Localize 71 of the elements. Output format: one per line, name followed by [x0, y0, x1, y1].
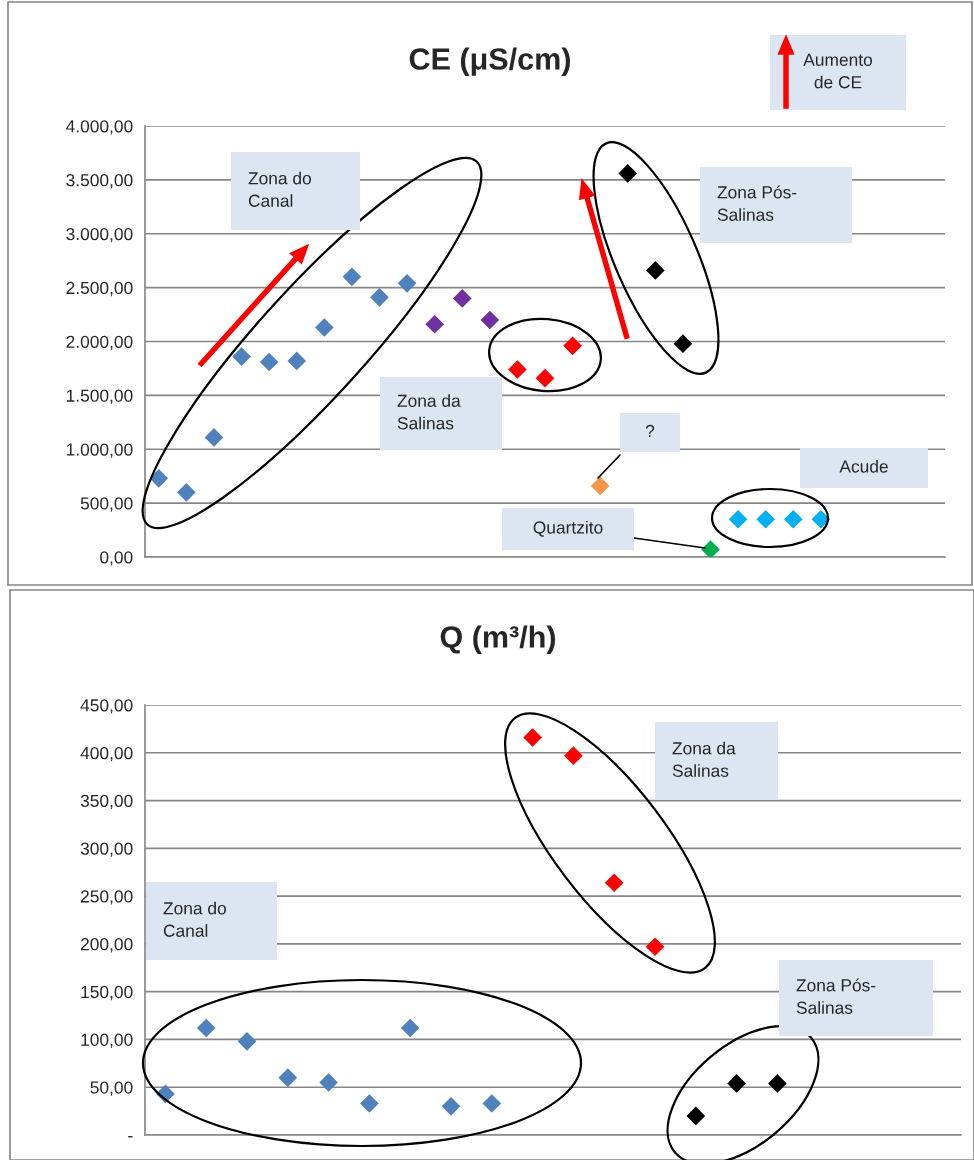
- point: [287, 351, 307, 371]
- point: [645, 937, 665, 957]
- point: [400, 1018, 420, 1038]
- y-tick-label: 3.000,00: [66, 227, 133, 243]
- y-tick-label: 400,00: [80, 746, 133, 762]
- y-tick-label: 200,00: [80, 938, 133, 953]
- point: [196, 1018, 216, 1038]
- point: [397, 274, 417, 293]
- y-tick-label: 2.500,00: [66, 281, 133, 297]
- point: [425, 314, 444, 334]
- point: [149, 469, 169, 488]
- annotation: Zona Pós-Salinas: [717, 185, 797, 221]
- point: [563, 336, 582, 356]
- point: [232, 347, 251, 366]
- point: [508, 360, 527, 379]
- point: [480, 310, 500, 330]
- point: [441, 1097, 461, 1116]
- annotation: Quartzito: [533, 520, 603, 537]
- y-tick-label: 50,00: [90, 1081, 133, 1096]
- point: [756, 509, 776, 529]
- text: Aumento de CE: [803, 53, 873, 89]
- point: [686, 1106, 706, 1126]
- y-tick-label: 3.500,00: [66, 174, 133, 189]
- point: [342, 267, 362, 287]
- point: [452, 289, 472, 308]
- point: [727, 1074, 746, 1093]
- y-tick-label: -: [128, 1136, 133, 1138]
- point: [523, 728, 542, 747]
- point: [319, 1073, 338, 1092]
- chart-title: CE (μS/cm): [409, 47, 570, 76]
- point: [237, 1032, 257, 1051]
- y-tick-label: 1.500,00: [66, 389, 133, 404]
- point: [177, 483, 196, 502]
- y-tick-label: 4.000,00: [66, 120, 133, 135]
- y-tick-label: 150,00: [81, 985, 133, 1001]
- point: [590, 476, 610, 496]
- point: [768, 1074, 787, 1093]
- y-tick-label: 250,00: [80, 890, 133, 905]
- y-tick-label: 500,00: [80, 497, 133, 512]
- point: [314, 318, 334, 337]
- annotation: Zona Pós-Salinas: [796, 978, 876, 1014]
- y-tick-label: 450,00: [80, 699, 133, 714]
- point: [370, 288, 389, 307]
- point: [618, 164, 638, 183]
- y-tick-label: 1.000,00: [66, 443, 133, 458]
- point: [278, 1068, 298, 1087]
- chart-title: Q (m³/h): [440, 625, 556, 654]
- y-tick-label: 300,00: [80, 842, 133, 857]
- point: [701, 540, 720, 557]
- point: [259, 352, 279, 372]
- annotation: Zona da Salinas: [397, 394, 461, 430]
- point: [482, 1094, 502, 1113]
- point: [604, 873, 624, 893]
- annotation: Acude: [839, 459, 888, 473]
- y-tick-label: 2.000,00: [66, 335, 133, 351]
- point: [811, 509, 831, 529]
- y-tick-label: 350,00: [80, 794, 133, 810]
- point: [564, 746, 583, 765]
- point: [646, 261, 665, 280]
- annotation: ?: [645, 424, 655, 437]
- annotation: Zona do Canal: [248, 171, 311, 207]
- y-tick-label: 0,00: [100, 551, 133, 566]
- point: [535, 368, 555, 388]
- point: [204, 428, 224, 447]
- y-tick-label: 100,00: [81, 1033, 133, 1048]
- point: [728, 509, 748, 529]
- annotation: Zona do Canal: [163, 901, 226, 937]
- point: [673, 334, 693, 353]
- annotation: Zona da Salinas: [672, 741, 736, 777]
- point: [360, 1094, 379, 1113]
- point: [783, 509, 803, 529]
